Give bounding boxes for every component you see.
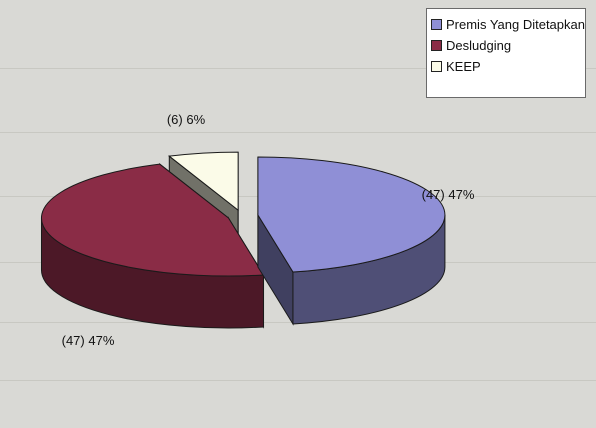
chart-legend: Premis Yang Ditetapkan Desludging KEEP [426, 8, 586, 98]
data-label-premis: (47) 47% [422, 187, 475, 202]
legend-item-keep: KEEP [431, 56, 585, 77]
legend-label-desludging: Desludging [446, 38, 512, 53]
legend-swatch-desludging [431, 40, 442, 51]
slice-top-desludging [41, 163, 265, 277]
legend-swatch-premis [431, 19, 442, 30]
slice-top-keep [168, 151, 239, 212]
legend-label-keep: KEEP [446, 59, 481, 74]
slice-premis [257, 156, 446, 326]
slice-desludging [40, 163, 265, 329]
data-label-desludging: (47) 47% [62, 333, 115, 348]
data-label-keep: (6) 6% [167, 112, 206, 127]
slice-top-premis [257, 156, 446, 273]
legend-item-premis: Premis Yang Ditetapkan [431, 14, 585, 35]
legend-swatch-keep [431, 61, 442, 72]
legend-item-desludging: Desludging [431, 35, 585, 56]
legend-label-premis: Premis Yang Ditetapkan [446, 17, 585, 32]
